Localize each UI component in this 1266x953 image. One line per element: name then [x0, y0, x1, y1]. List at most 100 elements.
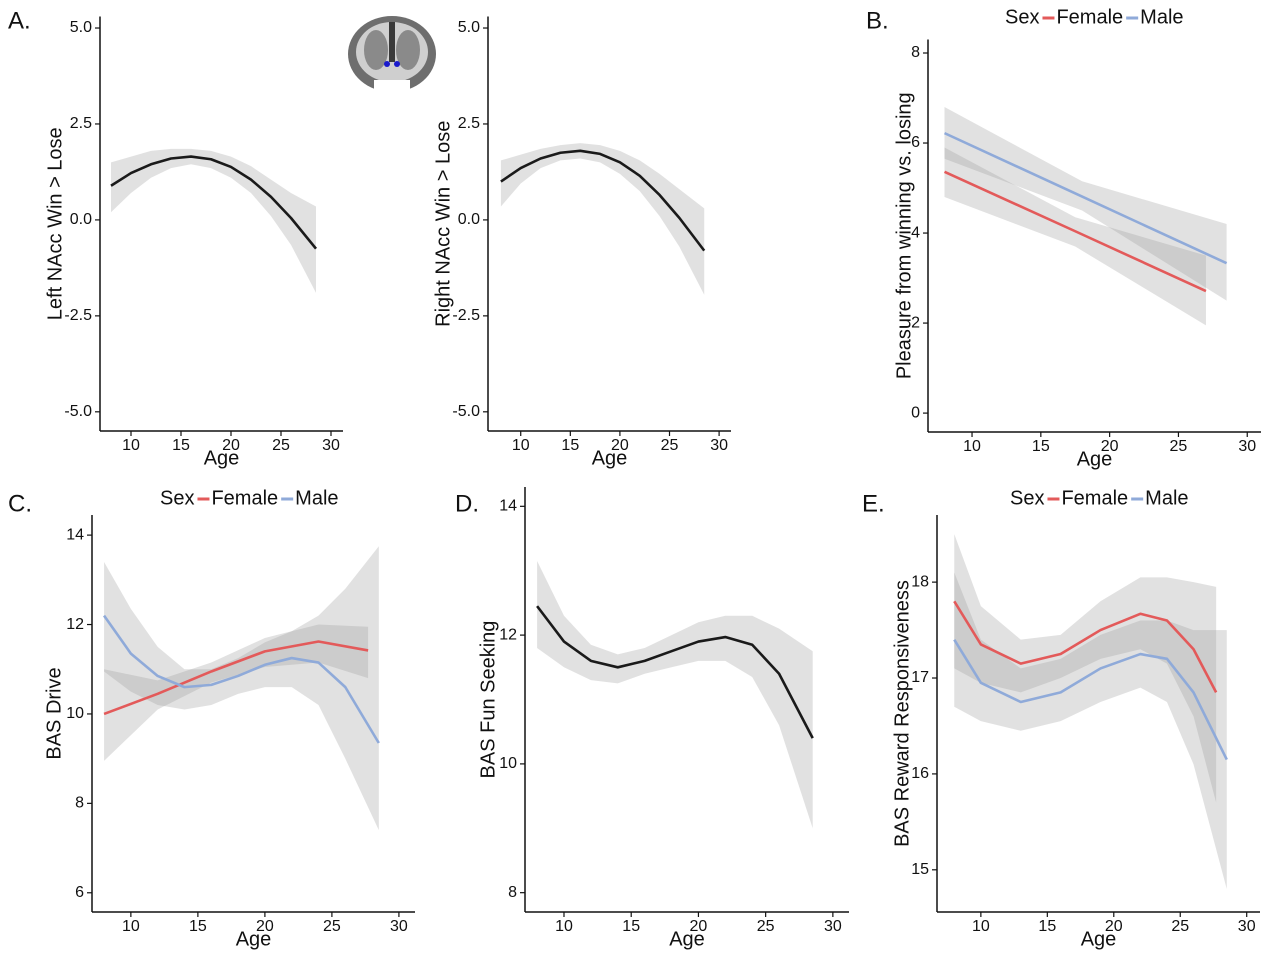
x-axis-title: Age: [1077, 448, 1113, 470]
y-tick-label: 12: [499, 626, 517, 643]
fit-line: [110, 155, 318, 250]
y-tick-label: 6: [911, 134, 920, 151]
y-tick-label: 10: [499, 755, 517, 772]
fit-line: [103, 640, 369, 716]
brain-image: [348, 16, 436, 94]
x-tick-label: 25: [661, 437, 679, 454]
x-tick-label: 25: [323, 918, 341, 935]
y-tick-label: 0.0: [70, 211, 92, 228]
y-axis-title: BAS Reward Responsiveness: [891, 580, 913, 847]
x-tick-label: 20: [222, 437, 240, 454]
fit-line: [953, 600, 1218, 694]
x-tick-label: 15: [561, 437, 579, 454]
x-axis-title: Age: [669, 928, 705, 950]
x-tick-label: 25: [272, 437, 290, 454]
legend-label: Male: [295, 487, 338, 509]
confidence-band: [954, 572, 1227, 889]
fit-line: [943, 131, 1228, 265]
x-tick-label: 15: [622, 918, 640, 935]
legend-label: Male: [1140, 6, 1183, 28]
confidence-band: [104, 546, 379, 831]
confidence-band: [954, 534, 1217, 803]
y-tick-label: 2.5: [458, 115, 480, 132]
x-tick-label: 30: [824, 918, 842, 935]
x-tick-label: 25: [757, 918, 775, 935]
x-tick-label: 10: [122, 918, 140, 935]
fit-line: [953, 638, 1228, 761]
x-tick-label: 15: [172, 437, 190, 454]
x-tick-label: 10: [122, 437, 140, 454]
y-tick-label: 15: [911, 861, 929, 878]
y-tick-label: 12: [66, 616, 84, 633]
confidence-band: [944, 107, 1227, 301]
legend-title: Sex: [160, 487, 194, 509]
legend-title: Sex: [1005, 6, 1039, 28]
x-axis-title: Age: [1081, 928, 1117, 950]
y-tick-label: 16: [911, 765, 929, 782]
x-tick-label: 15: [1032, 438, 1050, 455]
y-tick-label: 2.5: [70, 115, 92, 132]
x-tick-label: 30: [322, 437, 340, 454]
y-tick-label: 5.0: [458, 19, 480, 36]
panel-label: D.: [455, 490, 479, 517]
x-tick-label: 30: [1238, 918, 1256, 935]
y-tick-label: -5.0: [64, 403, 92, 420]
x-tick-label: 30: [390, 918, 408, 935]
x-tick-label: 25: [1171, 918, 1189, 935]
x-tick-label: 10: [963, 438, 981, 455]
y-axis-title: BAS Drive: [43, 667, 65, 759]
panel-label: E.: [862, 490, 885, 517]
fit-line: [500, 149, 706, 252]
x-tick-label: 15: [189, 918, 207, 935]
legend-label: Female: [1056, 6, 1123, 28]
fit-line: [102, 614, 380, 744]
y-tick-label: -2.5: [452, 307, 480, 324]
legend-label: Female: [1061, 487, 1128, 509]
panel-label: C.: [8, 490, 32, 517]
y-tick-label: 4: [911, 224, 920, 241]
y-tick-label: 8: [508, 884, 517, 901]
fit-line: [943, 170, 1207, 293]
y-tick-label: -5.0: [452, 403, 480, 420]
y-tick-label: 8: [75, 795, 84, 812]
x-axis-title: Age: [204, 447, 240, 469]
x-tick-label: 20: [1105, 918, 1123, 935]
y-tick-label: -2.5: [64, 307, 92, 324]
x-tick-label: 20: [1101, 438, 1119, 455]
y-tick-label: 18: [911, 573, 929, 590]
confidence-band: [111, 148, 316, 293]
fit-line: [536, 605, 814, 739]
confidence-band: [944, 147, 1206, 326]
confidence-band: [537, 561, 813, 829]
x-tick-label: 10: [555, 918, 573, 935]
x-tick-label: 20: [690, 918, 708, 935]
y-tick-label: 0: [911, 404, 920, 421]
y-tick-label: 5.0: [70, 19, 92, 36]
y-tick-label: 14: [499, 498, 517, 515]
x-tick-label: 10: [512, 437, 530, 454]
x-tick-label: 15: [1038, 918, 1056, 935]
legend-label: Male: [1145, 487, 1188, 509]
x-tick-label: 30: [1238, 438, 1256, 455]
y-axis-title: Left NAcc Win > Lose: [44, 127, 66, 320]
x-tick-label: 30: [710, 437, 728, 454]
legend-label: Female: [211, 487, 278, 509]
x-axis-title: Age: [592, 447, 628, 469]
legend-title: Sex: [1010, 487, 1044, 509]
y-axis-title: BAS Fun Seeking: [477, 621, 499, 779]
x-tick-label: 20: [611, 437, 629, 454]
panel-label: A.: [8, 7, 31, 34]
y-axis-title: Right NAcc Win > Lose: [432, 121, 454, 327]
y-tick-label: 10: [66, 705, 84, 722]
y-tick-label: 8: [911, 44, 920, 61]
x-tick-label: 25: [1170, 438, 1188, 455]
y-tick-label: 14: [66, 526, 84, 543]
y-tick-label: 2: [911, 314, 920, 331]
x-tick-label: 20: [256, 918, 274, 935]
x-axis-title: Age: [236, 928, 272, 950]
y-tick-label: 6: [75, 884, 84, 901]
y-tick-label: 0.0: [458, 211, 480, 228]
y-axis-title: Pleasure from winning vs. losing: [893, 92, 915, 379]
